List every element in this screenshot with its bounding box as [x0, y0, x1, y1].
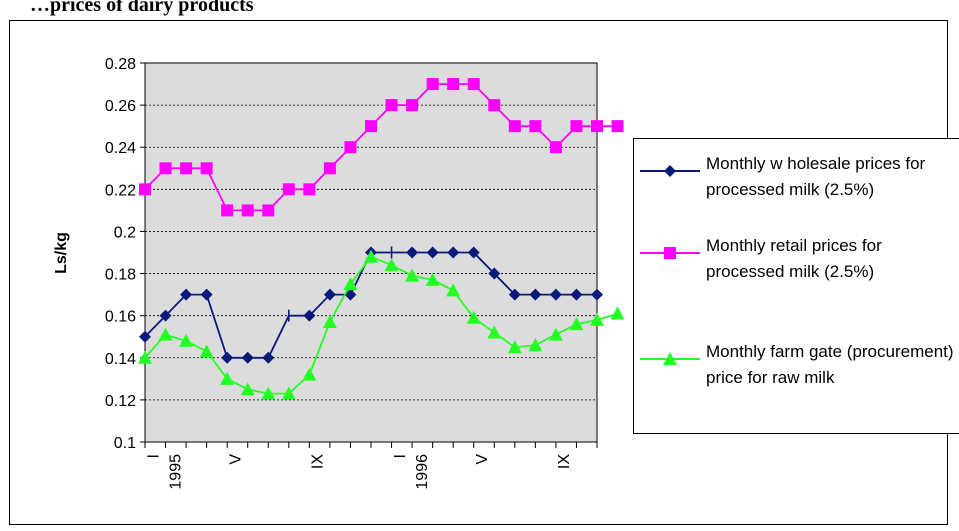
data-point — [569, 317, 584, 331]
y-tick-label: 0.2 — [114, 224, 136, 241]
data-point — [159, 162, 172, 175]
y-tick-label: 0.18 — [105, 267, 136, 284]
data-point — [487, 325, 502, 339]
y-tick-label: 0.24 — [105, 140, 136, 157]
data-point — [240, 382, 255, 396]
data-point — [591, 288, 603, 301]
x-tick-label: V — [227, 454, 244, 465]
data-point — [323, 288, 336, 301]
data-point — [241, 351, 254, 364]
series-group — [138, 78, 625, 400]
data-point — [488, 99, 501, 112]
data-point — [179, 333, 194, 347]
axes: 0.1 0.12 0.14 0.16 0.18 0.2 0.22 0.24 0.26 0.28 I 1… — [105, 56, 598, 490]
data-point — [447, 78, 460, 91]
data-point — [159, 309, 172, 322]
data-point — [241, 204, 254, 217]
data-point — [262, 204, 275, 217]
data-point — [611, 120, 624, 133]
data-point — [508, 288, 521, 301]
y-tick-label: 0.12 — [105, 393, 136, 410]
data-point — [406, 246, 419, 259]
data-point — [200, 162, 213, 175]
x-tick-label: IX — [556, 454, 573, 469]
data-point — [426, 246, 439, 259]
data-point — [405, 268, 420, 282]
data-point — [365, 120, 377, 133]
legend-label-wholesale: Monthly w holesale prices for processed … — [706, 154, 926, 199]
data-point — [466, 310, 481, 324]
data-point — [158, 327, 173, 341]
data-point — [344, 141, 357, 154]
data-point — [610, 306, 625, 320]
data-point — [529, 288, 542, 301]
data-point — [138, 350, 152, 364]
x-tick-label: V — [474, 454, 491, 465]
x-tick-label: I — [392, 454, 409, 458]
data-point — [303, 309, 316, 322]
data-point — [548, 327, 563, 341]
y-tick-label: 0.22 — [105, 182, 136, 199]
legend-swatch-farm-gate-icon — [640, 352, 700, 365]
legend-label-farm-gate: Monthly farm gate (procurement) price fo… — [706, 342, 954, 387]
data-point — [344, 288, 357, 301]
data-point — [323, 162, 336, 175]
data-point — [364, 249, 378, 263]
data-point — [467, 246, 480, 259]
data-point — [528, 338, 543, 352]
y-tick-label: 0.14 — [105, 351, 136, 368]
legend: Monthly w holesale prices for processed … — [633, 138, 959, 434]
data-point — [281, 386, 296, 400]
data-point — [384, 258, 399, 272]
data-point — [261, 386, 276, 400]
data-point — [139, 183, 151, 196]
data-point — [406, 99, 419, 112]
data-point — [303, 183, 316, 196]
data-point — [282, 183, 295, 196]
data-point — [220, 371, 235, 385]
data-point — [570, 288, 583, 301]
data-point — [446, 283, 461, 297]
data-point — [385, 99, 398, 112]
data-point — [139, 330, 151, 343]
y-tick-label: 0.1 — [114, 435, 136, 452]
data-point — [447, 246, 460, 259]
data-point — [590, 312, 604, 326]
y-axis-title: Ls/kg — [53, 232, 70, 274]
series-line-2 — [144, 255, 618, 395]
y-tick-label: 0.26 — [105, 98, 136, 115]
data-point — [426, 78, 439, 91]
data-point — [221, 351, 234, 364]
data-point — [529, 120, 542, 133]
x-tick-year-label: 1996 — [414, 454, 431, 490]
data-point — [180, 288, 193, 301]
data-point — [221, 204, 234, 217]
data-point — [549, 288, 562, 301]
data-point — [507, 340, 522, 354]
legend-swatch-wholesale-icon — [640, 165, 700, 177]
data-point — [467, 78, 480, 91]
x-tick-label: I — [145, 454, 162, 458]
data-point — [200, 288, 213, 301]
x-tick-year-label: 1995 — [167, 454, 184, 490]
data-point — [549, 141, 562, 154]
data-point — [199, 344, 214, 358]
data-point — [180, 162, 193, 175]
y-tick-label: 0.28 — [105, 56, 136, 73]
data-point — [591, 120, 603, 133]
data-point — [322, 314, 337, 328]
y-tick-label: 0.16 — [105, 309, 136, 326]
x-tick-label: IX — [310, 454, 327, 469]
data-point — [262, 351, 275, 364]
legend-swatch-retail-icon — [640, 247, 700, 259]
data-point — [343, 277, 358, 291]
data-point — [508, 120, 521, 133]
data-point — [302, 367, 317, 381]
page-title: …prices of dairy products — [30, 0, 254, 16]
data-point — [570, 120, 583, 133]
data-point — [488, 267, 501, 280]
legend-label-retail: Monthly retail prices for processed milk… — [706, 236, 882, 281]
data-point — [425, 272, 440, 286]
